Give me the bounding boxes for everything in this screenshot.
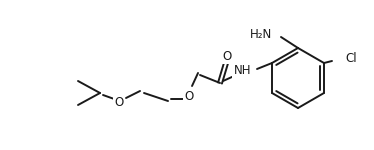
Text: NH: NH [233,64,251,78]
Text: O: O [184,90,194,102]
Text: O: O [114,96,124,108]
Text: H₂N: H₂N [250,27,272,40]
Text: Cl: Cl [345,51,356,64]
Text: O: O [223,50,232,63]
